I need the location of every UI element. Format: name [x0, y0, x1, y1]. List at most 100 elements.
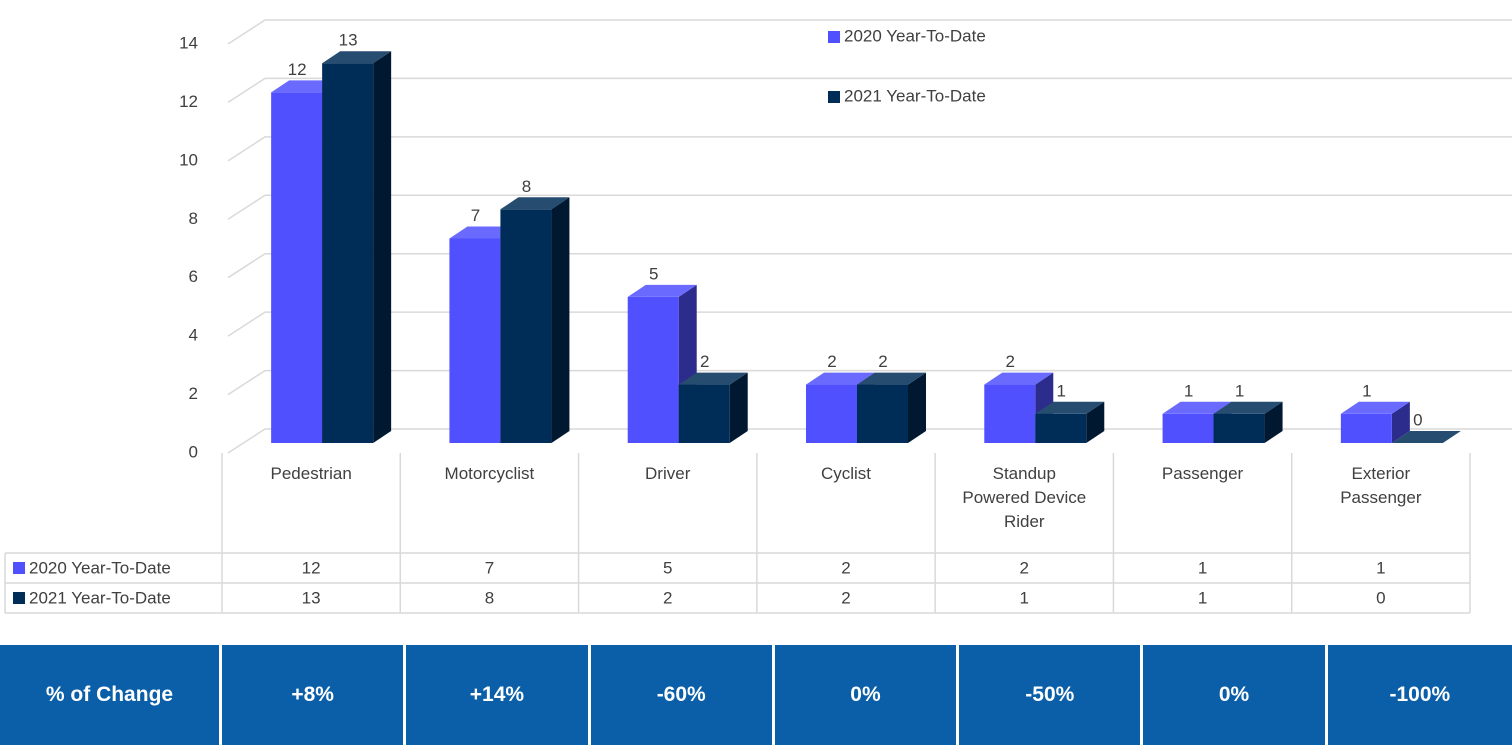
legend-swatch [828, 31, 840, 43]
y-tick-label: 6 [189, 267, 198, 286]
bar [1391, 431, 1461, 443]
bar-front [500, 209, 552, 443]
bar-top [984, 372, 1054, 385]
bar-side [373, 51, 392, 443]
bar [857, 372, 926, 443]
table-value: 0 [1376, 588, 1385, 607]
bar-top [1162, 401, 1232, 414]
y-tick-label: 8 [189, 209, 198, 228]
bar [1035, 401, 1105, 443]
category-label: Driver [645, 464, 691, 483]
bar-top [1035, 401, 1105, 414]
legend-label: 2021 Year-To-Date [844, 86, 986, 105]
bar-top [1213, 401, 1283, 414]
data-label: 0 [1413, 410, 1422, 429]
grid-line [227, 77, 1512, 104]
y-tick-label: 2 [189, 384, 198, 403]
bar-side [908, 372, 926, 443]
bar-front [984, 384, 1036, 443]
legend-swatch [828, 91, 840, 103]
bar [1213, 401, 1283, 443]
bar-side [1086, 401, 1105, 443]
data-label: 2 [878, 352, 887, 371]
change-value: -100% [1327, 645, 1512, 745]
bar-front [1213, 413, 1265, 443]
bar-front [271, 92, 323, 443]
table-value: 2 [663, 588, 672, 607]
change-value: +8% [222, 645, 407, 745]
table-value: 12 [302, 558, 321, 577]
table-value: 1 [1020, 588, 1029, 607]
table-row-label: 2021 Year-To-Date [29, 588, 171, 607]
change-value: +14% [406, 645, 591, 745]
data-label: 8 [522, 177, 531, 196]
category-label: Standup Powered Device Rider [962, 464, 1087, 531]
table-value: 2 [841, 588, 850, 607]
bar [322, 51, 392, 443]
data-label: 2 [700, 352, 709, 371]
y-tick-label: 14 [179, 33, 198, 52]
grid-line [227, 369, 1512, 396]
data-label: 1 [1057, 381, 1066, 400]
data-label: 5 [649, 264, 658, 283]
bar-top [857, 372, 926, 385]
table-value: 13 [302, 588, 321, 607]
change-header: % of Change [0, 645, 222, 745]
data-label: 1 [1235, 381, 1244, 400]
bar-top [322, 51, 392, 64]
data-label: 1 [1362, 381, 1371, 400]
data-label: 7 [471, 206, 480, 225]
change-value: -60% [590, 645, 775, 745]
category-label: Motorcyclist [444, 464, 535, 483]
y-tick-label: 4 [189, 326, 198, 345]
change-value: -50% [959, 645, 1144, 745]
y-tick-label: 10 [179, 150, 198, 169]
bar-side [551, 197, 570, 443]
table-value: 2 [1020, 558, 1029, 577]
category-label: Exterior Passenger [1340, 464, 1422, 507]
legend-label: 2020 Year-To-Date [844, 26, 986, 45]
data-label: 2 [1006, 352, 1015, 371]
bar-top [1340, 401, 1410, 414]
table-value: 1 [1198, 588, 1207, 607]
table-legend-swatch [13, 562, 25, 574]
table-value: 8 [485, 588, 494, 607]
change-value: 0% [1143, 645, 1328, 745]
data-label: 13 [339, 31, 358, 50]
data-label: 12 [288, 60, 307, 79]
bar [678, 372, 748, 443]
bar-front [627, 296, 679, 443]
bar-top [806, 372, 875, 385]
grid-line [227, 19, 1512, 45]
bar [500, 197, 570, 443]
bar [1340, 401, 1410, 443]
grid-line [227, 136, 1512, 162]
table-legend-swatch [13, 592, 25, 604]
bar-front [806, 384, 857, 443]
bar-front [1035, 413, 1087, 443]
table-value: 5 [663, 558, 672, 577]
bar-top [627, 284, 697, 297]
bar-top [1391, 431, 1461, 443]
bar-front [322, 63, 374, 443]
bar-front [1340, 413, 1392, 443]
category-label: Cyclist [820, 464, 872, 483]
change-value: 0% [774, 645, 960, 745]
bar-front [678, 384, 730, 443]
bar-side [729, 372, 748, 443]
bar-front [449, 238, 501, 443]
y-tick-label: 12 [179, 92, 198, 111]
data-label: 1 [1184, 381, 1193, 400]
category-label: Passenger [1161, 464, 1244, 483]
table-value: 2 [841, 558, 850, 577]
bar-side [1264, 401, 1283, 443]
table-value: 7 [485, 558, 494, 577]
bar-front [1162, 413, 1214, 443]
bar-front [857, 384, 908, 443]
grid-line [227, 252, 1512, 279]
table-value: 1 [1376, 558, 1385, 577]
grid-line [227, 311, 1512, 337]
table-value: 1 [1198, 558, 1207, 577]
